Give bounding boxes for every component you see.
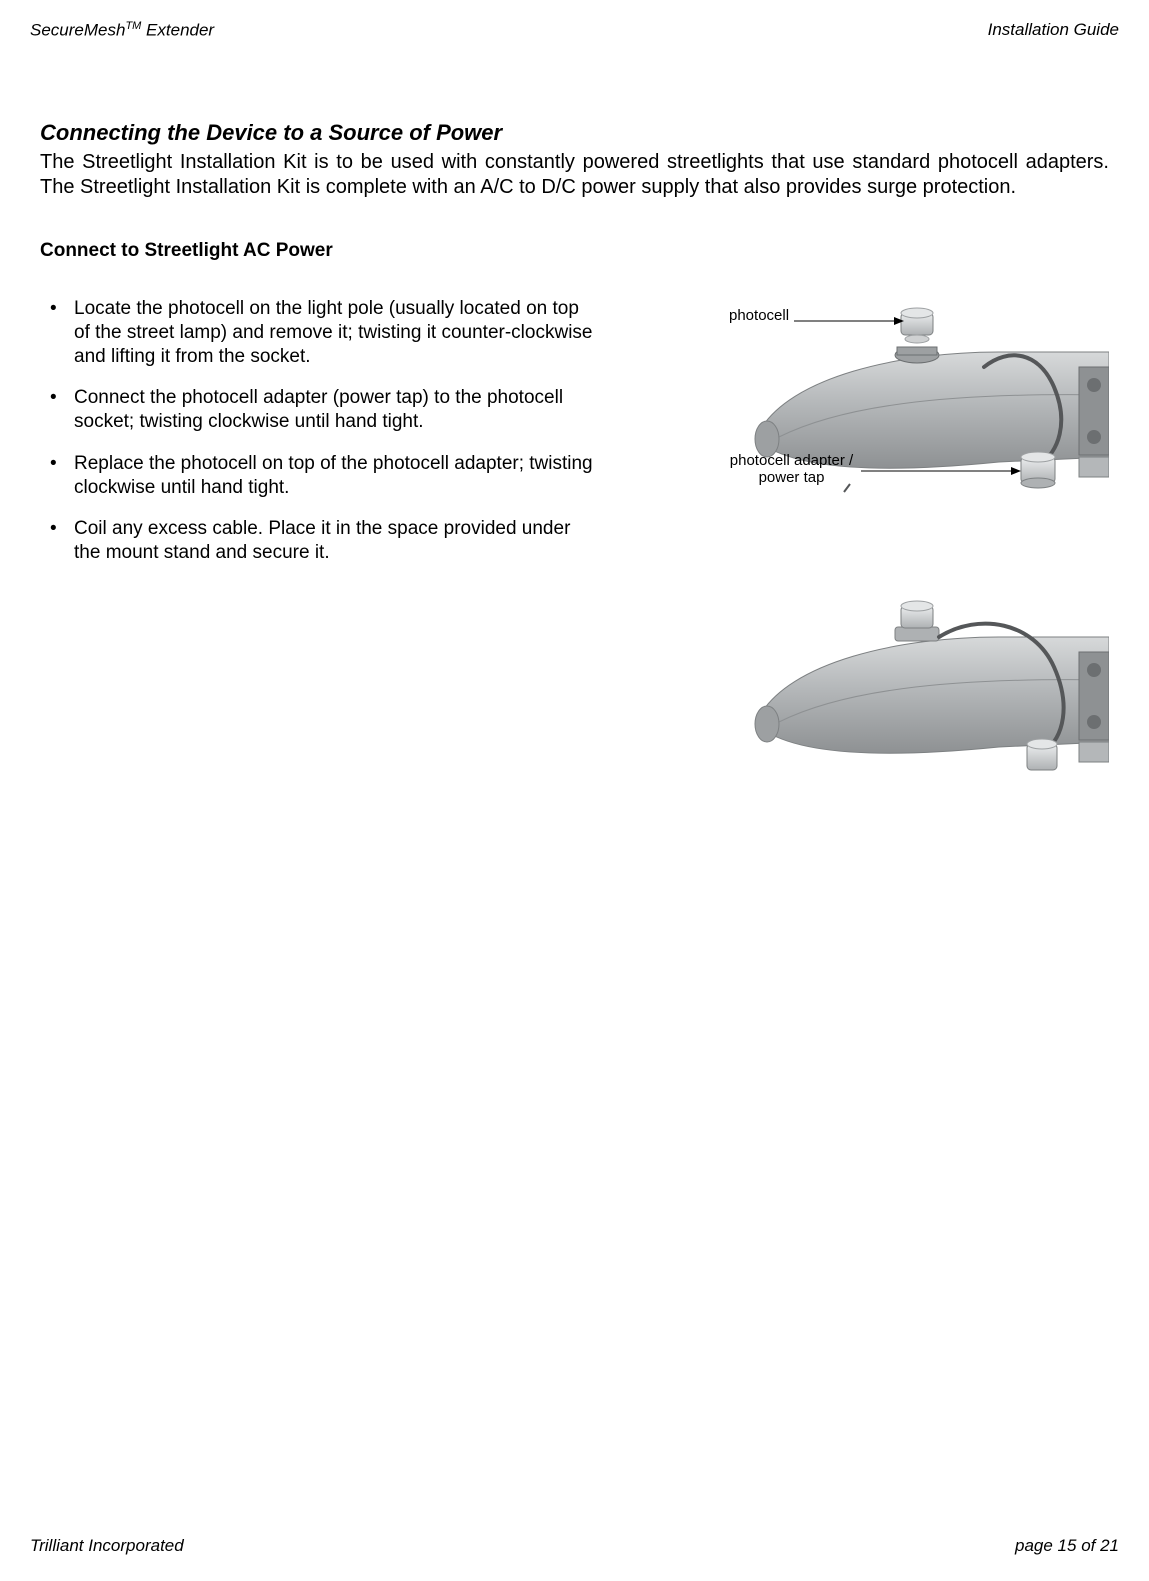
header-left-prefix: SecureMesh	[30, 21, 125, 40]
intro-paragraph: The Streetlight Installation Kit is to b…	[40, 150, 1109, 200]
label-photocell: photocell	[729, 307, 789, 324]
streetlight-diagram-1	[639, 297, 1109, 512]
bullet-item: Replace the photocell on top of the phot…	[40, 452, 600, 500]
label-adapter-line2: power tap	[724, 469, 859, 486]
bullet-item: Connect the photocell adapter (power tap…	[40, 386, 600, 434]
label-adapter-line1: photocell adapter /	[724, 452, 859, 469]
header-left-sup: TM	[125, 20, 141, 32]
header-right: Installation Guide	[988, 20, 1119, 40]
section-title: Connecting the Device to a Source of Pow…	[40, 120, 1109, 146]
sub-title: Connect to Streetlight AC Power	[40, 240, 1109, 262]
bullet-item: Coil any excess cable. Place it in the s…	[40, 517, 600, 565]
header-left-suffix: Extender	[141, 21, 214, 40]
figure-photocell-remove: photocell photocell adapter / power tap	[639, 297, 1109, 512]
footer-left: Trilliant Incorporated	[30, 1536, 184, 1556]
bullet-list: Locate the photocell on the light pole (…	[40, 297, 600, 565]
arrow-adapter	[861, 465, 1021, 477]
bullet-item: Locate the photocell on the light pole (…	[40, 297, 600, 368]
arrow-photocell	[794, 315, 904, 327]
header-left: SecureMeshTM Extender	[30, 20, 214, 41]
figure-photocell-assembled	[639, 582, 1109, 797]
streetlight-diagram-2	[639, 582, 1109, 797]
footer-right: page 15 of 21	[1015, 1536, 1119, 1556]
